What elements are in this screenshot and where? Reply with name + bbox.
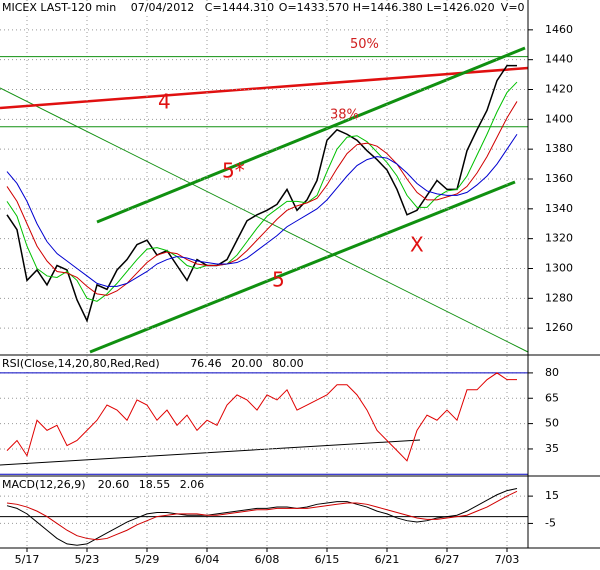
x-tick-label: 6/21: [375, 553, 400, 566]
x-tick-label: 6/04: [195, 553, 220, 566]
annotation: X: [410, 233, 424, 257]
readout: 20.60: [98, 478, 130, 491]
y-tick-label: 80: [545, 366, 559, 379]
y-tick-label: 1420: [545, 82, 573, 95]
y-tick-label: 1320: [545, 232, 573, 245]
y-tick-label: 50: [545, 417, 559, 430]
x-tick-label: 5/29: [135, 553, 160, 566]
y-tick-label: 65: [545, 391, 559, 404]
trend-line: [89, 180, 516, 354]
panel-title: RSI(Close,14,20,80,Red,Red): [2, 357, 160, 370]
y-tick-label: 1360: [545, 172, 573, 185]
annotation: 4: [158, 90, 171, 114]
panel-title: MICEX LAST-120 min: [2, 1, 116, 14]
y-tick-label: 15: [545, 489, 559, 502]
y-tick-label: 1260: [545, 321, 573, 334]
readout: 76.46: [190, 357, 222, 370]
x-tick-label: 5/23: [75, 553, 100, 566]
x-tick-label: 6/27: [435, 553, 460, 566]
y-tick-label: 1300: [545, 261, 573, 274]
trend-line: [96, 46, 526, 224]
annotation: 5*: [222, 159, 245, 183]
trend-line: [0, 66, 529, 110]
y-tick-label: 35: [545, 442, 559, 455]
readout: C=1444.310: [205, 1, 274, 14]
readout: 2.06: [180, 478, 205, 491]
series-line: [6, 372, 517, 462]
series-line: [6, 64, 517, 323]
panel-title: MACD(12,26,9): [2, 478, 86, 491]
x-tick-label: 6/08: [255, 553, 280, 566]
y-tick-label: 1340: [545, 202, 573, 215]
readout: 20.00: [231, 357, 263, 370]
readout: 80.00: [272, 357, 304, 370]
readout: 07/04/2012: [131, 1, 194, 14]
y-tick-label: 1400: [545, 112, 573, 125]
header-bg: [0, 357, 314, 371]
x-tick-label: 5/17: [15, 553, 40, 566]
readout: H=1446.380: [353, 1, 423, 14]
x-tick-label: 6/15: [315, 553, 340, 566]
y-tick-label: 1380: [545, 142, 573, 155]
readout: V=0: [501, 1, 525, 14]
readout: 18.55: [139, 478, 171, 491]
y-tick-label: 1460: [545, 23, 573, 36]
level-label: 50%: [350, 37, 379, 52]
y-tick-label: 1440: [545, 53, 573, 66]
level-label: 38%: [330, 107, 359, 122]
y-tick-label: 1280: [545, 291, 573, 304]
series-line: [6, 81, 518, 302]
header-bg: [0, 478, 215, 492]
trend-line: [0, 439, 421, 466]
annotation: 5: [272, 268, 285, 292]
x-tick-label: 7/03: [495, 553, 520, 566]
y-tick-label: -5: [545, 516, 556, 529]
series-line: [6, 101, 518, 296]
trend-lines: [0, 46, 529, 466]
readout: L=1426.020: [427, 1, 495, 14]
header-bg: [0, 1, 529, 15]
readout: O=1433.570: [279, 1, 349, 14]
series-line: [6, 490, 518, 541]
series-line: [6, 133, 518, 287]
